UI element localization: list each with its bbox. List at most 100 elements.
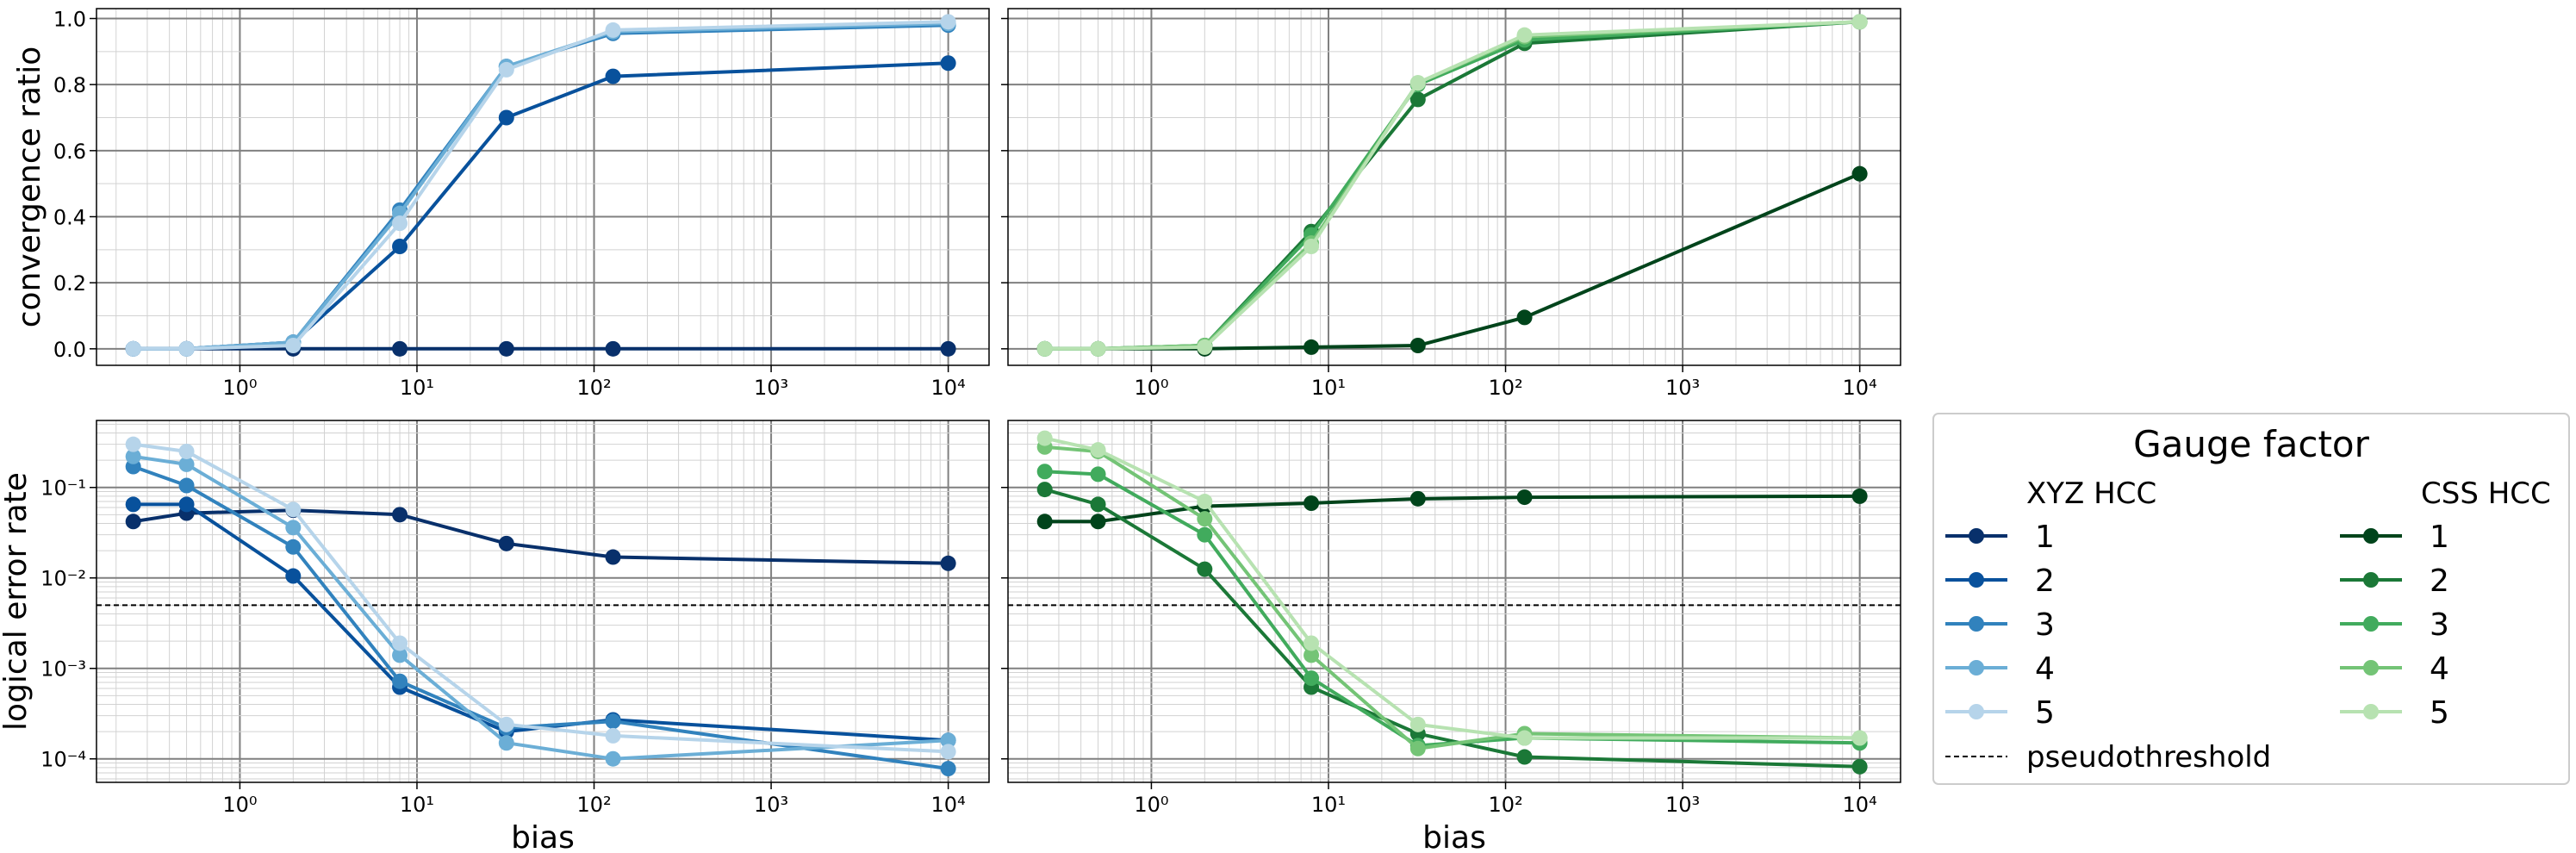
axes-frame — [96, 420, 990, 783]
series-1-point — [1851, 488, 1868, 504]
series-4-point — [498, 735, 514, 751]
axes-frame — [1007, 8, 1901, 366]
series-5-point — [1090, 442, 1106, 458]
series-5-point — [392, 215, 408, 232]
series-5-point — [940, 14, 956, 30]
series-5-point — [125, 436, 141, 452]
x-tick-label: 10⁰ — [1134, 793, 1168, 817]
series-3-point — [1197, 526, 1213, 543]
legend-header-css: CSS HCC — [2421, 476, 2551, 511]
series-5-point — [498, 716, 514, 732]
legend-xyz-2-marker — [1969, 572, 1984, 588]
series-group — [1036, 430, 1868, 775]
panel-top-right: 10⁰ 10¹ 10² 10³ 10⁴ — [1001, 8, 1901, 400]
series-2-point — [605, 68, 621, 84]
series-4-point — [605, 750, 621, 767]
series-5-point — [178, 443, 195, 459]
x-tick-label: 10² — [576, 793, 611, 817]
series-1-point — [1409, 338, 1426, 353]
series-2-point — [178, 496, 195, 513]
series-5-point — [605, 727, 621, 744]
series-2-point — [1090, 496, 1106, 513]
legend-title: Gauge factor — [2133, 423, 2370, 465]
series-2-point — [498, 109, 514, 126]
chart-panels: 10⁰ 10¹ 10² 10³ 10⁴ 0.0 0.2 0.4 0.6 0.8 1.0converg… — [0, 8, 1901, 853]
ticks: 10⁰ 10¹ 10² 10³ 10⁴ 10⁻⁴ 10⁻³ 10⁻² 10⁻¹ — [40, 476, 966, 817]
legend-header-xyz: XYZ HCC — [2026, 476, 2156, 511]
series-5-point — [1036, 340, 1053, 357]
series-3-point — [178, 477, 195, 494]
series-5-point — [1304, 635, 1320, 651]
x-tick-label: 10⁴ — [931, 793, 966, 817]
series-3-point — [1304, 670, 1320, 687]
series-1-point — [1516, 309, 1533, 326]
series-3-point — [1036, 464, 1053, 480]
series-1-point — [1409, 490, 1426, 507]
series-1-point — [1304, 495, 1320, 512]
x-tick-label: 10⁴ — [1843, 793, 1877, 817]
series-5-point — [285, 501, 302, 518]
x-tick-label: 10¹ — [1311, 376, 1346, 400]
legend-frame — [1932, 413, 2570, 785]
x-tick-label: 10¹ — [400, 793, 434, 817]
series-1-point — [392, 507, 408, 523]
series-5-point — [1409, 75, 1426, 91]
x-tick-label: 10⁴ — [931, 376, 966, 400]
series-2-point — [1851, 758, 1868, 775]
x-axis-label: bias — [511, 820, 575, 853]
legend-xyz-1-label: 1 — [2035, 520, 2055, 555]
series-5-point — [1516, 27, 1533, 43]
x-tick-label: 10⁰ — [1134, 376, 1168, 400]
series-4-point — [125, 448, 141, 464]
series-4-point — [1409, 740, 1426, 756]
series-5-point — [392, 635, 408, 651]
legend-xyz-3-marker — [1969, 616, 1984, 632]
series-5-point — [1090, 340, 1106, 357]
y-tick-label: 0.2 — [53, 271, 86, 296]
legend-css-2-label: 2 — [2430, 563, 2449, 599]
series-1-point — [605, 340, 621, 357]
y-axis-label: logical error rate — [0, 472, 34, 731]
series-4-point — [1197, 511, 1213, 527]
grid — [1008, 9, 1901, 365]
series-5-point — [1304, 239, 1320, 254]
panel-top-left: 10⁰ 10¹ 10² 10³ 10⁴ 0.0 0.2 0.4 0.6 0.8 1.0converg… — [12, 8, 990, 400]
series-3-point — [285, 539, 302, 555]
legend-css-1-marker — [2363, 528, 2379, 544]
legend-xyz-1-marker — [1969, 528, 1984, 544]
legend-xyz-4-marker — [1969, 660, 1984, 676]
series-2-point — [1409, 91, 1426, 108]
x-axis-label: bias — [1422, 820, 1486, 853]
y-tick-label: 10⁻³ — [40, 657, 86, 682]
ticks: 10⁰ 10¹ 10² 10³ 10⁴ — [1001, 17, 1877, 400]
x-tick-label: 10⁰ — [222, 376, 257, 400]
legend-xyz-5-label: 5 — [2035, 695, 2055, 731]
series-3-point — [940, 761, 956, 777]
series-5-point — [940, 744, 956, 760]
x-tick-label: 10³ — [1665, 376, 1700, 400]
series-group — [1036, 14, 1868, 357]
series-2-point — [940, 55, 956, 72]
y-tick-label: 0.0 — [53, 338, 86, 362]
legend-xyz-3-label: 3 — [2035, 607, 2055, 643]
legend-css-4-marker — [2363, 660, 2379, 676]
series-1-point — [498, 340, 514, 357]
series-1-point — [1516, 489, 1533, 506]
legend-css-2-marker — [2363, 572, 2379, 588]
x-tick-label: 10¹ — [1311, 793, 1346, 817]
legend-pseudothreshold-label: pseudothreshold — [2026, 740, 2271, 775]
series-1-point — [498, 535, 514, 551]
series-5-point — [285, 338, 302, 353]
x-tick-label: 10⁰ — [222, 793, 257, 817]
y-tick-label: 0.4 — [53, 206, 86, 230]
ticks: 10⁰ 10¹ 10² 10³ 10⁴ — [1001, 486, 1877, 817]
legend-css-3-label: 3 — [2430, 607, 2449, 643]
legend-css-1-label: 1 — [2430, 520, 2449, 555]
legend-css-3-marker — [2363, 616, 2379, 632]
y-tick-label: 10⁻² — [40, 567, 86, 591]
panel-bottom-right: 10⁰ 10¹ 10² 10³ 10⁴ bias — [1001, 420, 1901, 853]
series-1-point — [1090, 514, 1106, 530]
panel-bottom-left: 10⁰ 10¹ 10² 10³ 10⁴ 10⁻⁴ 10⁻³ 10⁻² 10⁻¹ bias logic… — [0, 420, 990, 853]
series-2-point — [1197, 561, 1213, 577]
series-1-point — [605, 549, 621, 565]
